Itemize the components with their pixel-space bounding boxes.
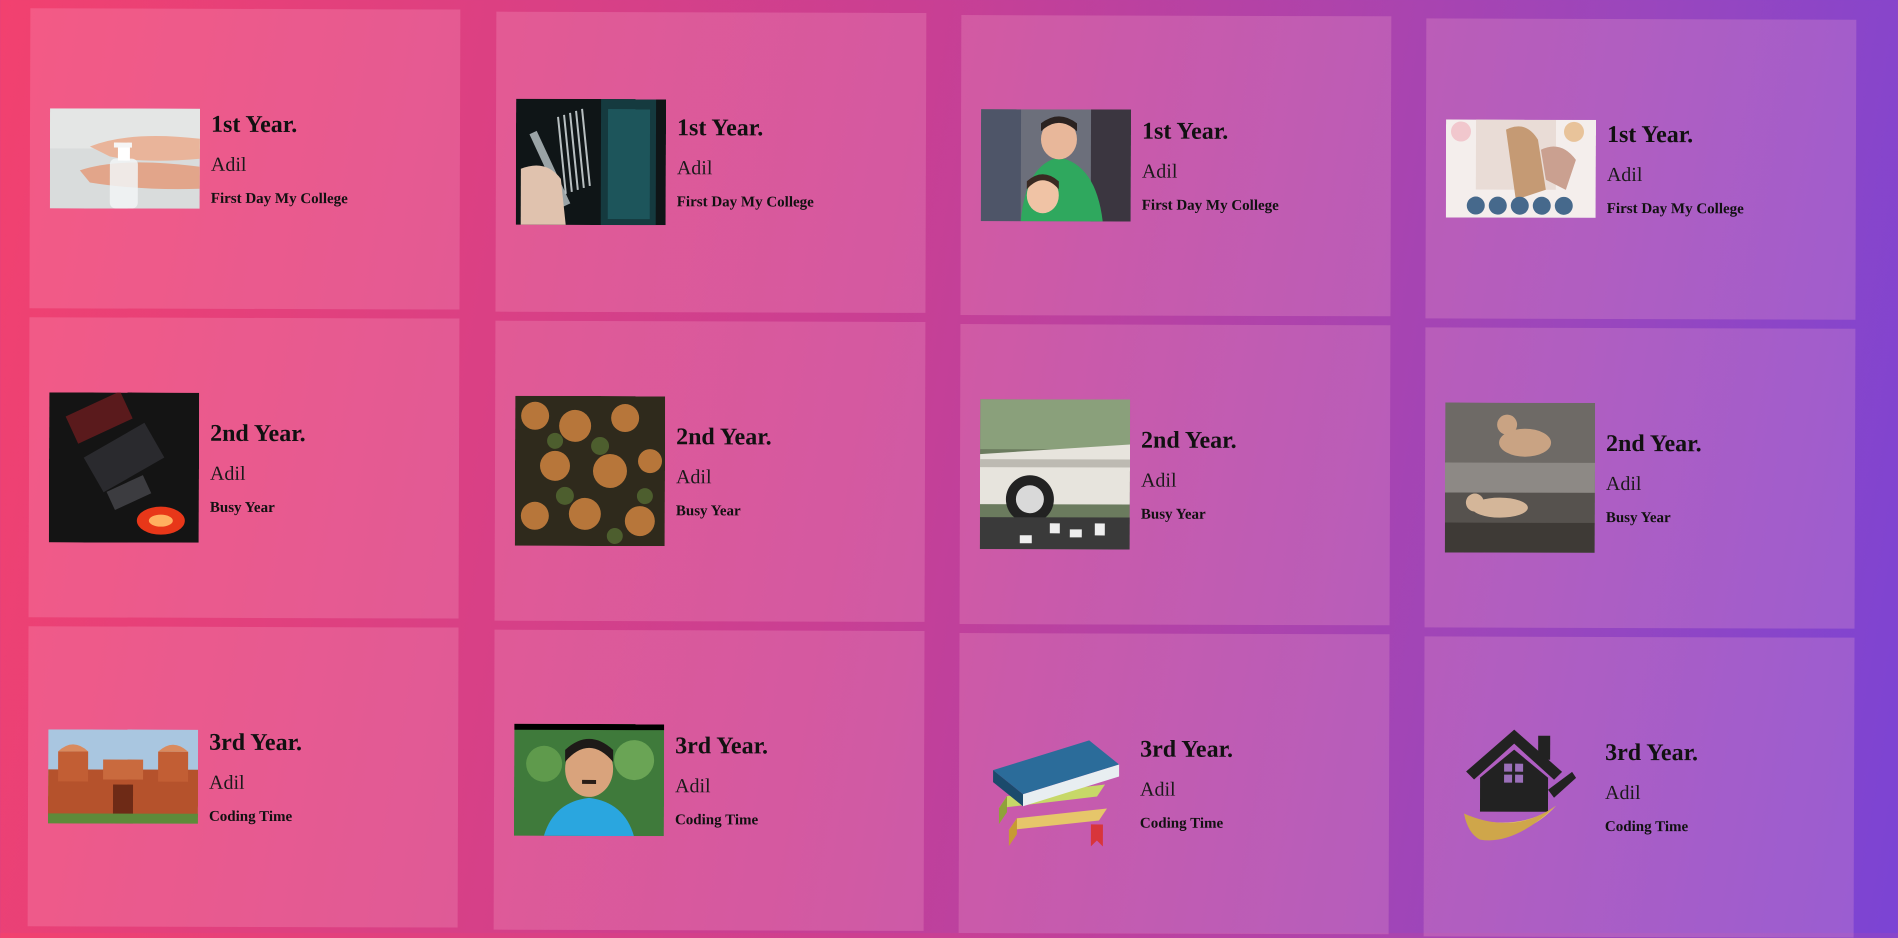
card-year: 3rd Year. [209, 729, 303, 756]
card-year: 2nd Year. [676, 423, 772, 450]
card-name: Adil [1141, 160, 1178, 183]
card-description: Busy Year [1605, 509, 1671, 526]
card-description: First Day My College [676, 193, 814, 211]
card-description: Coding Time [1139, 815, 1224, 832]
card-description: Busy Year [1140, 506, 1206, 523]
cats-on-steps-photo [1444, 402, 1596, 553]
card[interactable]: 2nd Year. Adil Busy Year [494, 320, 926, 622]
card-description: First Day My College [210, 190, 348, 207]
card-name: Adil [675, 465, 712, 488]
card-description: Busy Year [675, 502, 741, 519]
salon-collage-photo [1445, 93, 1597, 243]
card[interactable]: 2nd Year. Adil Busy Year [28, 317, 460, 619]
card-description: Coding Time [674, 811, 759, 828]
card-year: 2nd Year. [210, 420, 306, 447]
card-name: Adil [1605, 472, 1642, 495]
card-year: 2nd Year. [1606, 430, 1702, 457]
card-description: First Day My College [1606, 200, 1744, 217]
card[interactable]: 3rd Year. Adil Coding Time [493, 629, 925, 931]
card-name: Adil [1140, 778, 1176, 801]
barber-shop-photo [980, 90, 1132, 240]
card-year: 2nd Year. [1141, 427, 1237, 454]
card-description: Coding Time [1604, 818, 1689, 835]
card-description: First Day My College [1141, 197, 1279, 214]
card[interactable]: 1st Year. Adil First Day My College [960, 15, 1392, 317]
card-name: Adil [1140, 469, 1177, 492]
man-portrait-photo [513, 705, 665, 855]
books-stack-icon [979, 708, 1129, 858]
card[interactable]: 3rd Year. Adil Coding Time [958, 633, 1390, 935]
card-name: Adil [209, 462, 246, 485]
card-year: 1st Year. [210, 111, 298, 138]
card-description: Coding Time [208, 808, 293, 825]
card-year: 1st Year. [676, 114, 764, 141]
card-description: Busy Year [209, 499, 275, 516]
car-lights-night-photo [48, 392, 200, 543]
comb-barber-photo [515, 87, 667, 237]
card-year: 3rd Year. [1140, 736, 1234, 763]
card[interactable]: 1st Year. Adil First Day My College [29, 8, 461, 310]
forest-aerial-photo [514, 395, 666, 547]
hand-sanitizer-photo [49, 83, 201, 233]
card-name: Adil [675, 774, 711, 797]
card-name: Adil [210, 153, 247, 176]
card-year: 3rd Year. [675, 732, 769, 759]
card-year: 1st Year. [1141, 118, 1229, 145]
card-name: Adil [209, 771, 245, 794]
card[interactable]: 2nd Year. Adil Busy Year [959, 324, 1391, 626]
card-year: 3rd Year. [1605, 739, 1699, 766]
card[interactable]: 3rd Year. Adil Coding Time [27, 626, 459, 928]
card[interactable]: 2nd Year. Adil Busy Year [1424, 327, 1856, 629]
card-year: 1st Year. [1606, 121, 1694, 148]
card-name: Adil [676, 156, 713, 179]
card[interactable]: 3rd Year. Adil Coding Time [1423, 636, 1855, 938]
card-name: Adil [1606, 163, 1643, 186]
red-fort-photo [47, 701, 199, 851]
vintage-car-photo [979, 399, 1131, 550]
card[interactable]: 1st Year. Adil First Day My College [1425, 18, 1857, 320]
house-paint-brush-icon [1444, 711, 1594, 861]
card[interactable]: 1st Year. Adil First Day My College [495, 11, 927, 313]
card-name: Adil [1605, 781, 1641, 804]
